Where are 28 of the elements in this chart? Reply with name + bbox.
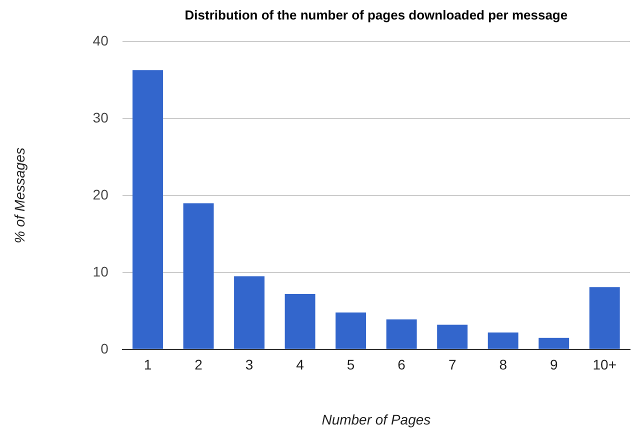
bar — [488, 332, 518, 349]
x-tick-label: 5 — [346, 356, 355, 373]
x-tick-label: 2 — [194, 356, 203, 373]
x-tick-label: 3 — [245, 356, 254, 373]
bar — [234, 276, 265, 349]
y-tick-label: 40 — [92, 32, 109, 48]
x-axis-title: Number of Pages — [322, 411, 431, 428]
y-tick-label: 30 — [92, 109, 109, 126]
y-axis-title: % of Messages — [11, 148, 28, 244]
bar — [183, 203, 214, 349]
x-tick-label: 10+ — [592, 356, 616, 373]
x-tick-label: 7 — [448, 356, 456, 373]
bar — [132, 70, 163, 349]
chart-title: Distribution of the number of pages downloaded per message — [184, 7, 568, 22]
y-tick-label: 0 — [100, 340, 109, 356]
y-tick-label: 10 — [92, 263, 109, 280]
x-tick-label: 8 — [499, 356, 508, 373]
bar — [437, 324, 468, 349]
x-tick-label: 9 — [550, 356, 558, 373]
bar — [538, 338, 570, 349]
bar — [284, 294, 316, 349]
x-tick-label: 6 — [398, 356, 406, 373]
bar — [336, 312, 366, 349]
x-tick-label: 1 — [144, 356, 152, 373]
bar — [589, 287, 620, 349]
bar — [386, 319, 417, 349]
y-tick-label: 20 — [92, 186, 109, 202]
x-tick-label: 4 — [296, 356, 304, 373]
